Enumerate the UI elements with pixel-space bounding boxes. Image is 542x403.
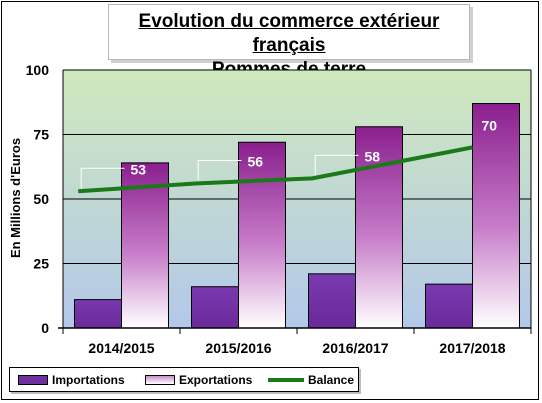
balance-data-label: 58 — [365, 148, 381, 164]
x-tick-label: 2016/2017 — [322, 340, 388, 356]
y-tick-label: 75 — [33, 127, 49, 143]
balance-label-leader — [80, 167, 125, 189]
x-tick-label: 2017/2018 — [439, 340, 505, 356]
bar-exportations — [121, 162, 169, 329]
y-tick-label: 25 — [33, 256, 49, 272]
legend-item-balance: Balance — [268, 368, 354, 391]
bar-importations — [74, 299, 122, 329]
legend-item-exportations: Exportations — [145, 368, 252, 391]
legend-label-exportations: Exportations — [179, 372, 253, 387]
balance-label-leader — [314, 154, 359, 176]
bar-exportations — [472, 103, 520, 329]
legend-swatch-importations — [18, 374, 48, 385]
y-tick-label: 0 — [41, 320, 49, 336]
legend-label-balance: Balance — [308, 372, 355, 387]
legend-swatch-exportations — [145, 374, 175, 385]
x-tick-label: 2015/2016 — [205, 340, 271, 356]
balance-data-label: 70 — [482, 117, 498, 133]
y-tick-label: 50 — [33, 191, 49, 207]
legend-swatch-balance — [268, 377, 304, 382]
chart-title: Evolution du commerce extérieur français — [138, 11, 440, 56]
legend: Importations Exportations Balance — [9, 367, 359, 392]
y-tick-label: 100 — [26, 62, 50, 78]
bar-importations — [191, 286, 239, 329]
bar-exportations — [238, 141, 286, 329]
balance-data-label: 56 — [248, 154, 264, 170]
y-axis-label: En Millions d'Euros — [8, 138, 23, 258]
balance-line — [78, 145, 473, 194]
x-tick-label: 2014/2015 — [88, 340, 154, 356]
bar-importations — [308, 273, 356, 329]
legend-label-importations: Importations — [52, 372, 125, 387]
balance-data-label: 53 — [131, 161, 147, 177]
balance-label-leader — [197, 160, 242, 181]
bar-importations — [425, 283, 473, 329]
legend-item-importations: Importations — [18, 368, 125, 391]
